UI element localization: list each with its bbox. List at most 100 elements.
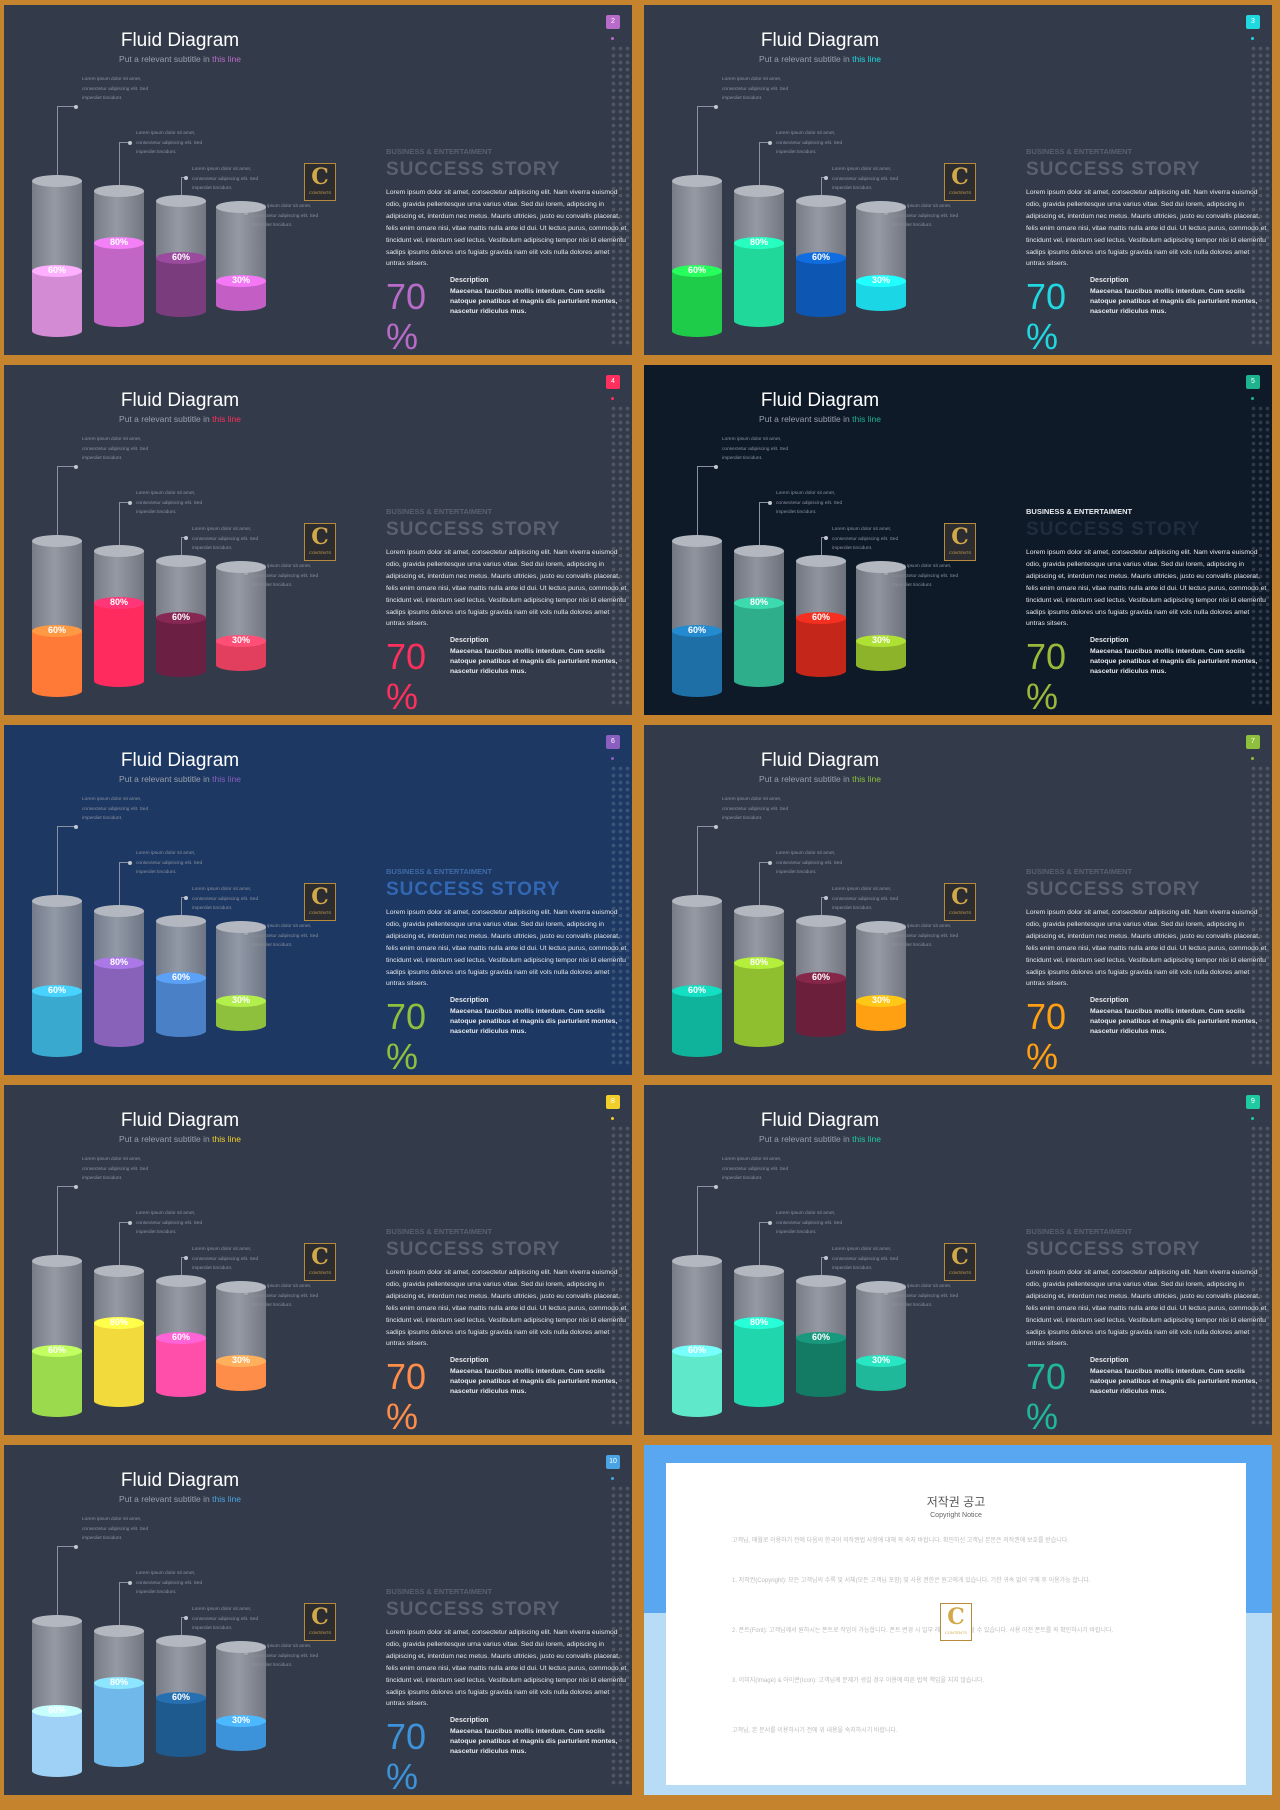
- page-number-badge: 4: [606, 375, 620, 389]
- cylinder-fluid-surface: [32, 1705, 82, 1717]
- slide-subtitle: Put a relevant subtitle in this line: [644, 1134, 996, 1144]
- cylinder-cap: [796, 915, 846, 927]
- cylinder-fluid-surface: [94, 1677, 144, 1689]
- page-number-badge: 7: [1246, 735, 1260, 749]
- cylinder-fluid-bottom: [94, 1035, 144, 1047]
- cylinder-cap: [156, 195, 206, 207]
- callout-line: [181, 897, 186, 898]
- cylinder-fluid-bottom: [216, 1379, 266, 1391]
- cylinder-fluid-surface: [856, 275, 906, 288]
- callout-line: [697, 466, 716, 467]
- callout-dot: [768, 140, 772, 145]
- big-number-value: 70: [1026, 996, 1067, 1037]
- callout-dot: [184, 1615, 188, 1620]
- callout-line: [181, 1617, 186, 1618]
- cylinder-cap: [216, 1281, 266, 1293]
- callout-line: [181, 897, 182, 915]
- callout-note: Lorem ipsum dolor sit amet, consectetur …: [82, 797, 149, 821]
- cylinder-cap: [672, 1255, 722, 1267]
- cylinder-fluid: [94, 963, 144, 1041]
- subtitle-text: Put a relevant subtitle in: [759, 1134, 853, 1144]
- cylinder-percent-label: 30%: [871, 635, 890, 646]
- slide-title: Fluid Diagram: [760, 30, 880, 51]
- callout-line: [119, 862, 130, 863]
- cylinder-percent-label: 60%: [687, 265, 706, 275]
- callout-dot: [74, 1544, 78, 1549]
- slide-subtitle: Put a relevant subtitle in this line: [4, 774, 356, 784]
- cylinder-fluid-surface: [796, 972, 846, 985]
- body-paragraph: Lorem ipsum dolor sit amet, consectetur …: [386, 909, 627, 988]
- callout-note: Lorem ipsum dolor sit amet, consectetur …: [136, 1571, 203, 1595]
- dot-pattern-decoration: [610, 405, 630, 705]
- cylinder-fluid-bottom: [32, 1405, 82, 1417]
- cylinder-fluid: [734, 963, 784, 1041]
- cylinder-cap: [796, 555, 846, 567]
- cylinder-percent-label: 60%: [171, 1692, 190, 1703]
- subtitle-text: Put a relevant subtitle in: [119, 54, 213, 64]
- subtitle-text: Put a relevant subtitle in: [119, 774, 213, 784]
- callout-line: [57, 466, 76, 467]
- callout-line: [821, 537, 822, 555]
- cylinder-fluid-bottom: [216, 659, 266, 671]
- callout-line: [57, 106, 76, 107]
- big-number-value: 70: [1026, 276, 1067, 317]
- cylinder-fluid-bottom: [672, 685, 722, 697]
- logo-text: CONTENTS: [949, 910, 971, 915]
- cylinder-fluid-bottom: [796, 1385, 846, 1397]
- cylinder-fluid: [32, 1351, 82, 1411]
- big-number: 70%: [1026, 996, 1086, 1076]
- big-number-value: 70: [386, 1716, 427, 1757]
- cylinder-fluid-bottom: [734, 315, 784, 327]
- cylinder-fluid: [796, 618, 846, 671]
- logo-text: CONTENTS: [949, 1270, 971, 1275]
- contents-logo: C CONTENTS: [304, 883, 336, 921]
- cylinder-fluid-surface: [32, 625, 82, 637]
- page-number-badge: 10: [606, 1455, 620, 1469]
- callout-dot: [768, 500, 772, 505]
- callout-line: [119, 502, 130, 503]
- description-body: Maecenas faucibus mollis interdum. Cum s…: [450, 1008, 618, 1035]
- cylinder-cap: [734, 545, 784, 557]
- callout-line: [57, 1186, 76, 1187]
- fluid-cylinder: 30%: [216, 201, 266, 311]
- cylinder-fluid-surface: [734, 957, 784, 969]
- cylinder-cap: [216, 1641, 266, 1653]
- fluid-cylinder: 60%: [796, 555, 846, 677]
- cylinder-fluid-surface: [856, 635, 906, 648]
- callout-dot: [184, 895, 188, 900]
- subtitle-highlight: this line: [212, 54, 241, 64]
- cylinder-percent-label: 60%: [47, 625, 66, 635]
- cylinder-fluid: [156, 1698, 206, 1751]
- callout-note: Lorem ipsum dolor sit amet, consectetur …: [252, 1644, 319, 1668]
- description-body: Maecenas faucibus mollis interdum. Cum s…: [450, 1368, 618, 1395]
- callout-note: Lorem ipsum dolor sit amet, consectetur …: [892, 924, 959, 948]
- logo-text: CONTENTS: [309, 190, 331, 195]
- page-number-badge: 5: [1246, 375, 1260, 389]
- big-number: 70%: [386, 637, 446, 716]
- logo-text: CONTENTS: [945, 1630, 967, 1635]
- callout-note: Lorem ipsum dolor sit amet, consectetur …: [192, 887, 259, 911]
- callout-note: Lorem ipsum dolor sit amet, consectetur …: [252, 204, 319, 228]
- cylinder-fluid-surface: [672, 265, 722, 277]
- callout-note: Lorem ipsum dolor sit amet, consectetur …: [136, 491, 203, 515]
- cylinder-fluid-bottom: [156, 1745, 206, 1757]
- cylinder-fluid: [734, 243, 784, 321]
- fluid-diagram-slide: Fluid Diagram Put a relevant subtitle in …: [4, 365, 632, 715]
- cylinder-fluid: [156, 618, 206, 671]
- callout-note: Lorem ipsum dolor sit amet, consectetur …: [82, 1157, 149, 1181]
- cylinder-fluid: [32, 991, 82, 1051]
- description-body: Maecenas faucibus mollis interdum. Cum s…: [1090, 648, 1258, 675]
- description-body: Maecenas faucibus mollis interdum. Cum s…: [1090, 288, 1258, 315]
- callout-line: [57, 826, 76, 827]
- cylinder-fluid-bottom: [94, 315, 144, 327]
- contents-logo: C CONTENTS: [304, 523, 336, 561]
- section-label: BUSINESS & ENTERTAIMENT: [386, 867, 493, 876]
- contents-logo: C CONTENTS: [940, 1603, 972, 1641]
- cylinder-percent-label: 80%: [109, 957, 128, 967]
- success-story-heading: SUCCESS STORY: [386, 879, 561, 900]
- body-paragraph: Lorem ipsum dolor sit amet, consectetur …: [386, 189, 627, 268]
- callout-line: [697, 1186, 698, 1255]
- cylinder-fluid-surface: [156, 612, 206, 625]
- callout-dot: [714, 1184, 718, 1189]
- callout-line: [759, 142, 760, 185]
